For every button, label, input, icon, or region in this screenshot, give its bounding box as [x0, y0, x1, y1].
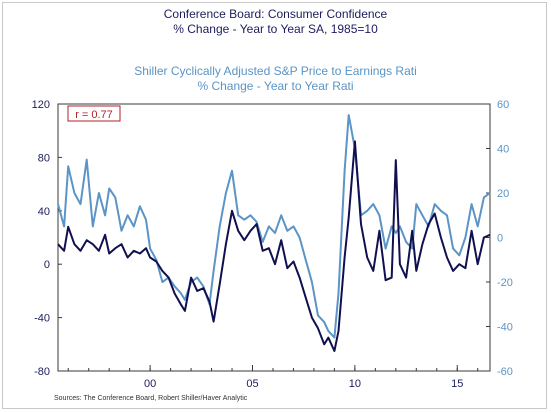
- right-title-line2: % Change - Year to Year Rati: [197, 79, 354, 93]
- right-tick-label: 60: [497, 99, 509, 111]
- left-tick-label: 0: [44, 259, 50, 271]
- x-tick-label: 15: [451, 378, 463, 390]
- series-line-consumer-confidence: [57, 140, 491, 352]
- chart-frame: [2, 2, 547, 409]
- right-tick-label: -40: [497, 322, 513, 334]
- right-tick-label: 40: [497, 144, 509, 156]
- left-tick-label: 40: [38, 206, 50, 218]
- left-title-line1: Conference Board: Consumer Confidence: [163, 7, 388, 21]
- x-tick-label: 05: [246, 378, 258, 390]
- right-axis-title: Shiller Cyclically Adjusted S&P Price to…: [0, 64, 551, 94]
- annotation-text: r = 0.77: [75, 109, 113, 121]
- x-tick-label: 00: [144, 378, 156, 390]
- right-tick-label: -20: [497, 277, 513, 289]
- series-line-shiller-cape: [57, 114, 491, 339]
- left-tick-label: -80: [34, 366, 50, 378]
- right-tick-label: 0: [497, 233, 503, 245]
- right-tick-label: 20: [497, 188, 509, 200]
- left-title-line2: % Change - Year to Year SA, 1985=10: [173, 22, 378, 36]
- right-tick-label: -60: [497, 366, 513, 378]
- left-axis-title: Conference Board: Consumer Confidence % …: [0, 7, 551, 37]
- left-tick-label: 120: [32, 99, 50, 111]
- left-tick-label: -40: [34, 313, 50, 325]
- left-tick-label: 80: [38, 152, 50, 164]
- right-title-line1: Shiller Cyclically Adjusted S&P Price to…: [134, 64, 417, 78]
- annotation-box: [67, 105, 121, 122]
- x-tick-label: 10: [349, 378, 361, 390]
- source-note: Sources: The Conference Board, Robert Sh…: [54, 395, 248, 402]
